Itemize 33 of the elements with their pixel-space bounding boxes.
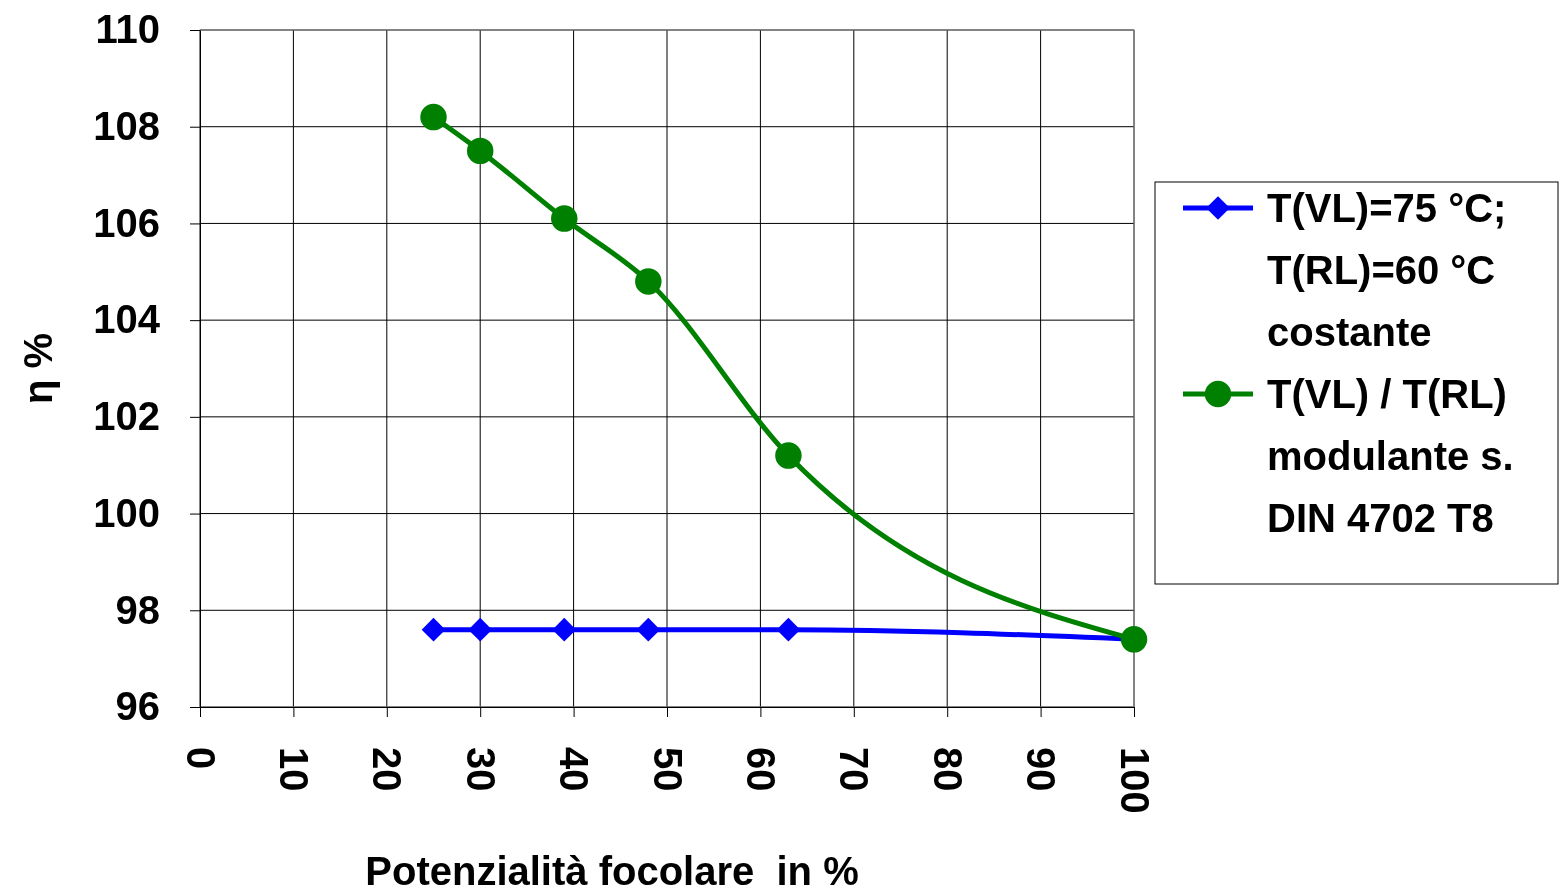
y-tick-label: 102 (93, 394, 160, 439)
point (551, 205, 578, 232)
x-tick-label: 50 (645, 747, 690, 792)
legend-label: T(VL) / T(RL) modulante s. DIN 4702 T8 (1267, 372, 1514, 540)
y-tick-label: 104 (93, 297, 161, 342)
point (468, 617, 493, 642)
x-tick-label: 40 (552, 747, 597, 792)
x-tick-label: 100 (1112, 747, 1157, 814)
point (552, 617, 577, 642)
x-tick-label: 80 (925, 747, 970, 792)
y-tick-label: 106 (93, 200, 160, 245)
x-tick-label: 30 (458, 747, 503, 792)
point (776, 617, 801, 642)
point (420, 103, 447, 131)
point (421, 617, 446, 642)
y-tick-label: 110 (95, 7, 160, 52)
point (635, 268, 662, 295)
x-tick-label: 0 (178, 747, 223, 770)
x-tick-label: 60 (738, 747, 783, 792)
x-axis-title: Potenzialità focolare in % (365, 849, 859, 893)
point (636, 617, 661, 642)
y-tick-label: 108 (93, 104, 160, 149)
point (466, 137, 494, 165)
y-tick-label: 98 (115, 587, 160, 632)
y-axis-title: η % (16, 332, 60, 405)
point (775, 442, 802, 469)
y-tick-label: 96 (115, 684, 160, 729)
x-tick-label: 70 (832, 747, 877, 792)
x-tick-label: 90 (1019, 747, 1064, 792)
x-tick-label: 10 (271, 747, 316, 792)
y-tick-label: 100 (93, 490, 160, 535)
x-tick-label: 20 (365, 747, 410, 792)
legend-label: T(VL)=75 °C; T(RL)=60 °C costante (1267, 186, 1507, 354)
